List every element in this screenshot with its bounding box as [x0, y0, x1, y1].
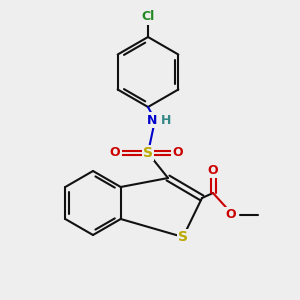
Text: S: S	[178, 230, 188, 244]
Text: S: S	[143, 146, 153, 160]
Text: O: O	[173, 146, 183, 160]
Text: H: H	[161, 113, 171, 127]
Text: N: N	[147, 113, 157, 127]
Text: Cl: Cl	[141, 11, 154, 23]
Text: O: O	[226, 208, 236, 221]
Text: O: O	[208, 164, 218, 176]
Text: O: O	[110, 146, 120, 160]
